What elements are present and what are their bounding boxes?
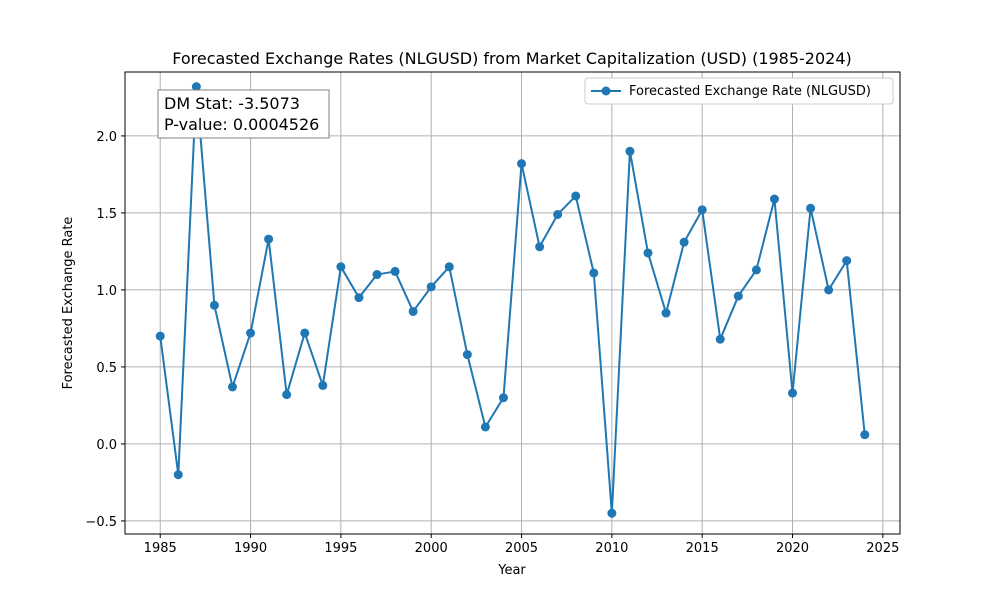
data-point <box>607 508 617 518</box>
y-axis-label: Forecasted Exchange Rate <box>61 217 76 390</box>
legend-label: Forecasted Exchange Rate (NLGUSD) <box>629 84 871 99</box>
y-tick-label: 2.0 <box>96 130 117 145</box>
data-point <box>517 159 527 169</box>
data-point <box>155 331 165 341</box>
x-tick-label: 2020 <box>776 541 809 556</box>
x-tick-label: 1985 <box>144 541 177 556</box>
data-point <box>318 380 328 390</box>
data-point <box>480 422 490 432</box>
data-point <box>336 262 346 272</box>
data-point <box>246 328 256 338</box>
series-line <box>159 85 866 515</box>
y-tick-label: 0.0 <box>96 438 117 453</box>
grid <box>125 72 900 534</box>
x-tick-label: 1990 <box>234 541 267 556</box>
data-point <box>661 308 671 318</box>
x-axis-ticks: 1985 1990 1995 2000 2005 2010 2015 2020 2025 <box>144 534 899 556</box>
y-tick-label: 1.0 <box>96 284 117 299</box>
x-tick-label: 2005 <box>505 541 538 556</box>
data-point <box>282 390 292 400</box>
data-point <box>589 268 599 278</box>
data-point <box>733 291 743 301</box>
data-point <box>751 265 761 275</box>
chart-title: Forecasted Exchange Rates (NLGUSD) from … <box>172 49 852 68</box>
data-point <box>354 293 364 303</box>
data-point <box>173 470 183 480</box>
stats-annotation: DM Stat: -3.5073 P-value: 0.0004526 <box>157 89 330 139</box>
x-tick-label: 1995 <box>324 541 357 556</box>
data-point <box>715 334 725 344</box>
data-point <box>788 388 798 398</box>
data-point <box>679 237 689 247</box>
legend: Forecasted Exchange Rate (NLGUSD) <box>584 77 894 105</box>
data-point <box>769 194 779 204</box>
x-tick-label: 2010 <box>595 541 628 556</box>
data-point <box>264 234 274 244</box>
data-point <box>444 262 454 272</box>
legend-marker-swatch <box>601 86 611 96</box>
x-tick-label: 2000 <box>415 541 448 556</box>
y-axis-ticks: −0.5 0.0 0.5 1.0 1.5 2.0 <box>85 130 125 530</box>
p-value-text: P-value: 0.0004526 <box>164 115 319 134</box>
data-point <box>553 209 563 219</box>
data-point <box>227 382 237 392</box>
stats-box <box>157 89 330 139</box>
data-point <box>390 266 400 276</box>
data-point <box>498 393 508 403</box>
data-point <box>806 203 816 213</box>
data-point <box>535 242 545 252</box>
data-series <box>155 82 870 518</box>
x-tick-label: 2025 <box>866 541 899 556</box>
legend-box <box>584 77 894 105</box>
data-point <box>625 146 635 156</box>
data-point <box>824 285 834 295</box>
x-axis-label: Year <box>497 563 526 578</box>
plot-area-frame <box>124 71 901 535</box>
data-point <box>300 328 310 338</box>
data-point <box>191 82 201 92</box>
data-point <box>571 191 581 201</box>
data-point <box>697 205 707 215</box>
y-tick-label: 1.5 <box>96 207 117 222</box>
data-point <box>842 256 852 266</box>
data-point <box>462 350 472 360</box>
y-tick-label: −0.5 <box>85 515 117 530</box>
x-tick-label: 2015 <box>686 541 719 556</box>
data-point <box>426 282 436 292</box>
data-point <box>860 430 870 440</box>
data-point <box>209 300 219 310</box>
data-point <box>408 306 418 316</box>
data-point <box>372 270 382 280</box>
dm-stat-text: DM Stat: -3.5073 <box>164 94 300 113</box>
data-point <box>643 248 653 258</box>
y-tick-label: 0.5 <box>96 361 117 376</box>
